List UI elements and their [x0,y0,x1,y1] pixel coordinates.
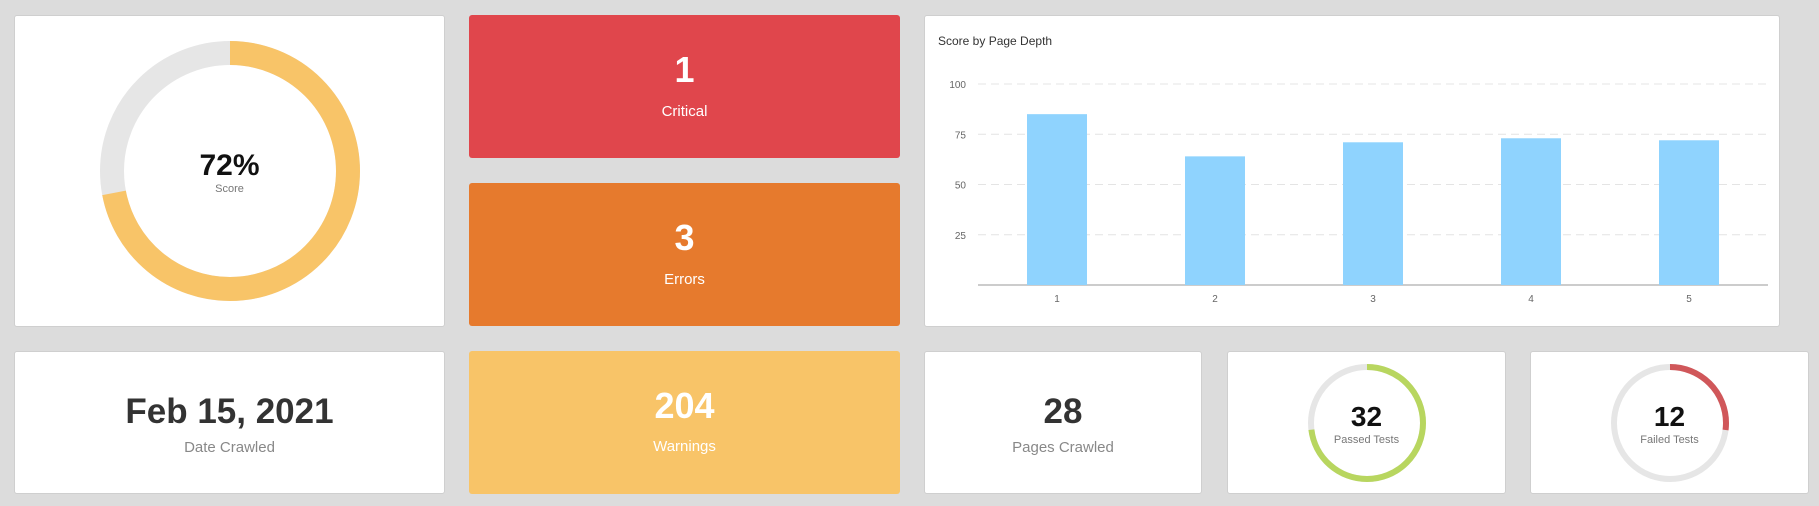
failed-tests-card: 12 Failed Tests [1530,351,1809,494]
critical-stat[interactable]: 1 Critical [469,15,900,158]
failed-tests-ring [1611,364,1729,482]
score-label: Score [215,183,244,195]
critical-count: 1 [674,49,695,90]
bar-chart: 25 50 75 100 1 2 3 4 5 [949,80,1768,305]
y-tick-label: 50 [955,181,967,192]
x-tick-label: 4 [1528,294,1534,305]
x-tick-label: 3 [1370,294,1376,305]
date-crawled-value: Feb 15, 2021 [125,392,334,431]
y-tick-label: 100 [949,80,966,91]
passed-tests-value: 32 [1350,401,1383,432]
score-card: 72% Score [14,15,445,327]
errors-count: 3 [674,217,695,258]
failed-tests-label: Failed Tests [1640,434,1699,446]
failed-tests-arc [1611,364,1729,482]
score-value: 72% [199,149,260,182]
chart-card: Score by Page Depth 25 50 75 100 1 2 3 4 5 [924,15,1780,327]
passed-tests-ring [1308,364,1426,482]
y-tick-label: 25 [955,231,967,242]
bar [1185,156,1245,285]
x-tick-label: 2 [1212,294,1218,305]
errors-label: Errors [664,271,705,288]
y-tick-label: 75 [955,130,967,141]
score-donut-arc [100,41,360,301]
critical-label: Critical [661,103,708,120]
bar [1659,140,1719,285]
date-crawled-card: Feb 15, 2021 Date Crawled [14,351,445,494]
chart-title: Score by Page Depth [938,34,1053,48]
pages-crawled-value: 28 [1043,392,1083,431]
date-crawled-label: Date Crawled [184,439,275,456]
x-tick-label: 5 [1686,294,1692,305]
failed-tests-value: 12 [1653,401,1686,432]
warnings-count: 204 [654,385,715,426]
score-donut [100,41,360,301]
passed-tests-arc [1308,364,1426,482]
pages-crawled-label: Pages Crawled [1012,439,1114,456]
errors-stat[interactable]: 3 Errors [469,183,900,326]
warnings-stat[interactable]: 204 Warnings [469,351,900,494]
bar [1343,142,1403,285]
passed-tests-label: Passed Tests [1333,434,1400,446]
passed-tests-card: 32 Passed Tests [1227,351,1506,494]
bar [1027,114,1087,286]
warnings-label: Warnings [653,438,716,455]
bar [1501,138,1561,285]
pages-crawled-card: 28 Pages Crawled [924,351,1202,494]
x-tick-label: 1 [1054,294,1060,305]
